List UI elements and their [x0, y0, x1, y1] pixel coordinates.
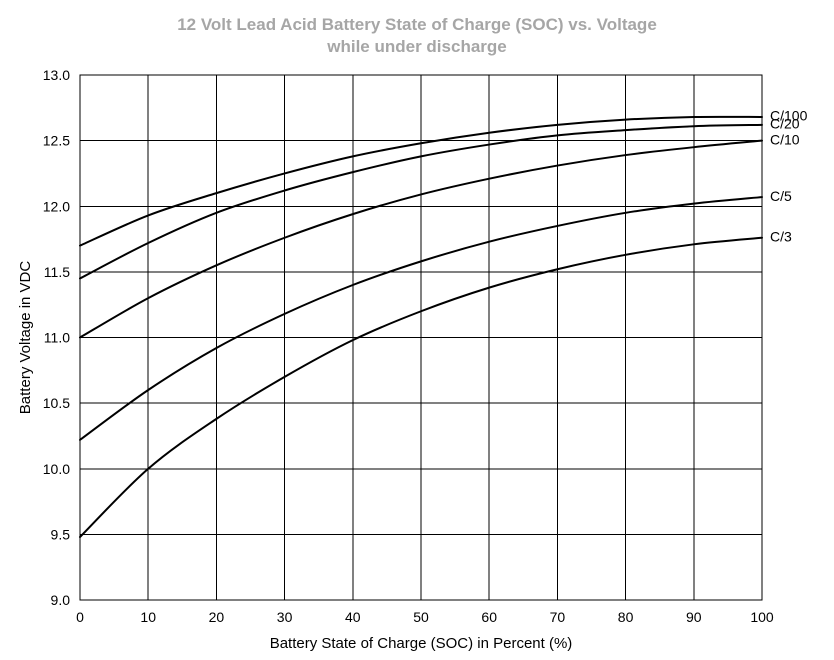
x-tick-label: 80: [618, 609, 634, 625]
x-tick-label: 100: [750, 609, 774, 625]
battery-soc-chart: 12 Volt Lead Acid Battery State of Charg…: [0, 0, 834, 660]
x-tick-label: 10: [140, 609, 156, 625]
x-axis-label: Battery State of Charge (SOC) in Percent…: [270, 635, 573, 652]
x-tick-label: 40: [345, 609, 361, 625]
series-label: C/10: [770, 131, 800, 147]
series-label: C/5: [770, 188, 792, 204]
y-tick-label: 10.5: [43, 395, 70, 411]
y-tick-label: 12.0: [43, 198, 70, 214]
y-tick-label: 10.0: [43, 461, 70, 477]
series-label: C/20: [770, 116, 800, 132]
x-tick-label: 0: [76, 609, 84, 625]
y-tick-label: 12.5: [43, 133, 70, 149]
y-tick-label: 9.0: [51, 592, 71, 608]
y-axis-label: Battery Voltage in VDC: [17, 261, 34, 415]
x-tick-label: 20: [209, 609, 225, 625]
x-tick-label: 50: [413, 609, 429, 625]
y-tick-label: 11.0: [44, 330, 70, 346]
x-tick-label: 70: [550, 609, 566, 625]
series-label: C/3: [770, 228, 792, 244]
x-tick-label: 30: [277, 609, 293, 625]
y-tick-label: 11.5: [44, 264, 70, 280]
y-tick-label: 13.0: [43, 67, 70, 83]
chart-background: [0, 0, 834, 660]
chart-title-line1: 12 Volt Lead Acid Battery State of Charg…: [177, 15, 657, 34]
x-tick-label: 60: [481, 609, 497, 625]
y-tick-label: 9.5: [51, 526, 71, 542]
chart-container: 12 Volt Lead Acid Battery State of Charg…: [0, 0, 834, 660]
x-tick-label: 90: [686, 609, 702, 625]
chart-title-line2: while under discharge: [326, 37, 507, 56]
